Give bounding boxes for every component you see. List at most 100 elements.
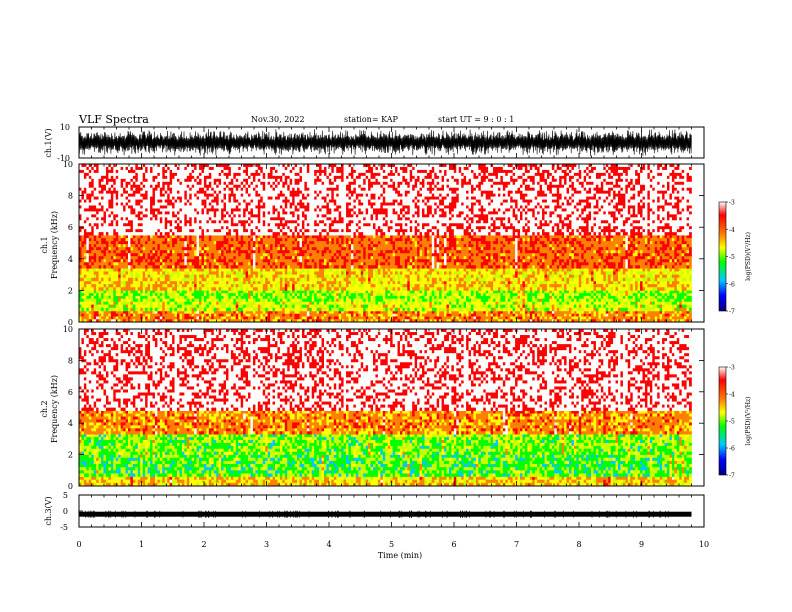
ch1-spectrogram-cell xyxy=(344,305,347,308)
ch1-spectrogram-cell xyxy=(606,271,609,274)
ch1-spectrogram-cell xyxy=(672,284,675,287)
ch1-spectrogram-cell xyxy=(454,293,457,296)
ch1-spectrogram-cell xyxy=(393,316,396,319)
ch1-spectrogram-cell xyxy=(581,278,584,281)
ch1-spectrogram-cell xyxy=(153,241,156,244)
ch1-spectrogram-cell xyxy=(248,308,251,311)
ch1-spectrogram-cell xyxy=(500,290,503,293)
ch1-spectrogram-cell xyxy=(322,299,325,302)
ch1-spectrogram-cell xyxy=(424,278,427,281)
ch1-spectrogram-cell xyxy=(260,278,263,281)
ch1-spectrogram-cell xyxy=(145,284,148,287)
ch1-spectrogram-cell xyxy=(488,284,491,287)
ch1-spectrogram-cell xyxy=(344,284,347,287)
ch1-spectrogram-cell xyxy=(309,305,312,308)
ch1-spectrogram-cell xyxy=(104,241,107,244)
ch1-spectrogram-cell xyxy=(562,290,565,293)
ch1-spectrogram-cell xyxy=(184,293,187,296)
ch1-spectrogram-cell xyxy=(295,296,298,299)
ch1-spectrogram-cell xyxy=(145,244,148,247)
ch1-spectrogram-cell xyxy=(155,299,158,302)
ch1-spectrogram-cell xyxy=(192,296,195,299)
ch1-spectrogram-cell xyxy=(439,301,442,304)
ch1-spectrogram-cell xyxy=(652,314,655,317)
ch1-spectrogram-cell xyxy=(454,290,457,293)
ch1-spectrogram-cell xyxy=(302,296,305,299)
ch1-spectrogram-cell xyxy=(84,259,87,262)
ch1-spectrogram-cell xyxy=(412,305,415,308)
ch1-spectrogram-cell xyxy=(486,301,489,304)
ch1-spectrogram-cell xyxy=(522,278,525,281)
ch1-spectrogram-cell xyxy=(672,305,675,308)
ch1-spectrogram-cell xyxy=(116,262,119,265)
ch1-spectrogram-cell xyxy=(133,244,136,247)
ch1-spectrogram-cell xyxy=(123,250,126,253)
ch1-spectrogram-cell xyxy=(439,311,442,314)
ch1-spectrogram-cell xyxy=(625,316,628,319)
ch1-spectrogram-cell xyxy=(574,305,577,308)
ch1-spectrogram-cell xyxy=(319,308,322,311)
ch1-spectrogram-cell xyxy=(94,293,97,296)
ch1-spectrogram-cell xyxy=(481,284,484,287)
ch1-spectrogram-cell xyxy=(143,308,146,311)
ch1-spectrogram-cell xyxy=(349,290,352,293)
ch1-spectrogram-cell xyxy=(496,287,499,290)
ch1-spectrogram-cell xyxy=(157,293,160,296)
ch1-spectrogram-cell xyxy=(405,271,408,274)
ch1-spectrogram-cell xyxy=(204,311,207,314)
ch1-spectrogram-cell xyxy=(547,305,550,308)
ch1-spectrogram-cell xyxy=(589,296,592,299)
ch1-spectrogram-cell xyxy=(557,290,560,293)
ch1-spectrogram-cell xyxy=(86,290,89,293)
ch1-spectrogram-cell xyxy=(106,244,109,247)
ch1-spectrogram-cell xyxy=(209,296,212,299)
ch1-spectrogram-cell xyxy=(559,305,562,308)
ch1-spectrogram-cell xyxy=(434,271,437,274)
ch1-spectrogram-cell xyxy=(309,287,312,290)
ch1-spectrogram-cell xyxy=(562,271,565,274)
ch1-spectrogram-cell xyxy=(645,278,648,281)
ch1-spectrogram-cell xyxy=(99,256,102,259)
ch1-spectrogram-cell xyxy=(302,287,305,290)
ch1-spectrogram-cell xyxy=(172,316,175,319)
ch1-spectrogram-cell xyxy=(432,284,435,287)
ch1-spectrogram-cell xyxy=(157,281,160,284)
ch1-spectrogram-cell xyxy=(94,241,97,244)
ch1-spectrogram-cell xyxy=(89,311,92,314)
ch1-spectrogram-cell xyxy=(243,311,246,314)
ch1-spectrogram-cell xyxy=(608,275,611,278)
ch1-spectrogram-cell xyxy=(650,299,653,302)
ch1-spectrogram-cell xyxy=(91,241,94,244)
ch1-spectrogram-cell xyxy=(248,314,251,317)
ch1-spectrogram-cell xyxy=(312,301,315,304)
ch1-spectrogram-cell xyxy=(444,314,447,317)
ch1-spectrogram-cell xyxy=(211,305,214,308)
ch1-spectrogram-cell xyxy=(118,265,121,268)
ch1-spectrogram-cell xyxy=(427,301,430,304)
ch1-spectrogram-cell xyxy=(393,314,396,317)
ch1-spectrogram-cell xyxy=(251,299,254,302)
ch1-spectrogram-cell xyxy=(179,293,182,296)
ch1-spectrogram-cell xyxy=(405,305,408,308)
ch1-spectrogram-cell xyxy=(652,296,655,299)
ch1-spectrogram-cell xyxy=(557,305,560,308)
ch1-spectrogram-cell xyxy=(128,244,131,247)
ch1-spectrogram-cell xyxy=(584,305,587,308)
ch1-spectrogram-cell xyxy=(616,284,619,287)
ch1-spectrogram-cell xyxy=(150,262,153,265)
ch1-spectrogram-cell xyxy=(133,238,136,241)
ch1-spectrogram-cell xyxy=(150,247,153,250)
ch1-spectrogram-cell xyxy=(469,299,472,302)
ch1-spectrogram-cell xyxy=(606,284,609,287)
ch1-spectrogram-cell xyxy=(170,281,173,284)
ch1-spectrogram-cell xyxy=(91,305,94,308)
ch1-spectrogram-cell xyxy=(123,268,126,271)
ch1-spectrogram-cell xyxy=(549,275,552,278)
ch1-spectrogram-cell xyxy=(368,293,371,296)
ch1-spectrogram-cell xyxy=(478,314,481,317)
ch1-spectrogram-cell xyxy=(84,265,87,268)
ch1-spectrogram-cell xyxy=(540,299,543,302)
ch1-spectrogram-cell xyxy=(236,284,239,287)
ch1-spectrogram-cell xyxy=(339,311,342,314)
ch1-spectrogram-cell xyxy=(130,290,133,293)
